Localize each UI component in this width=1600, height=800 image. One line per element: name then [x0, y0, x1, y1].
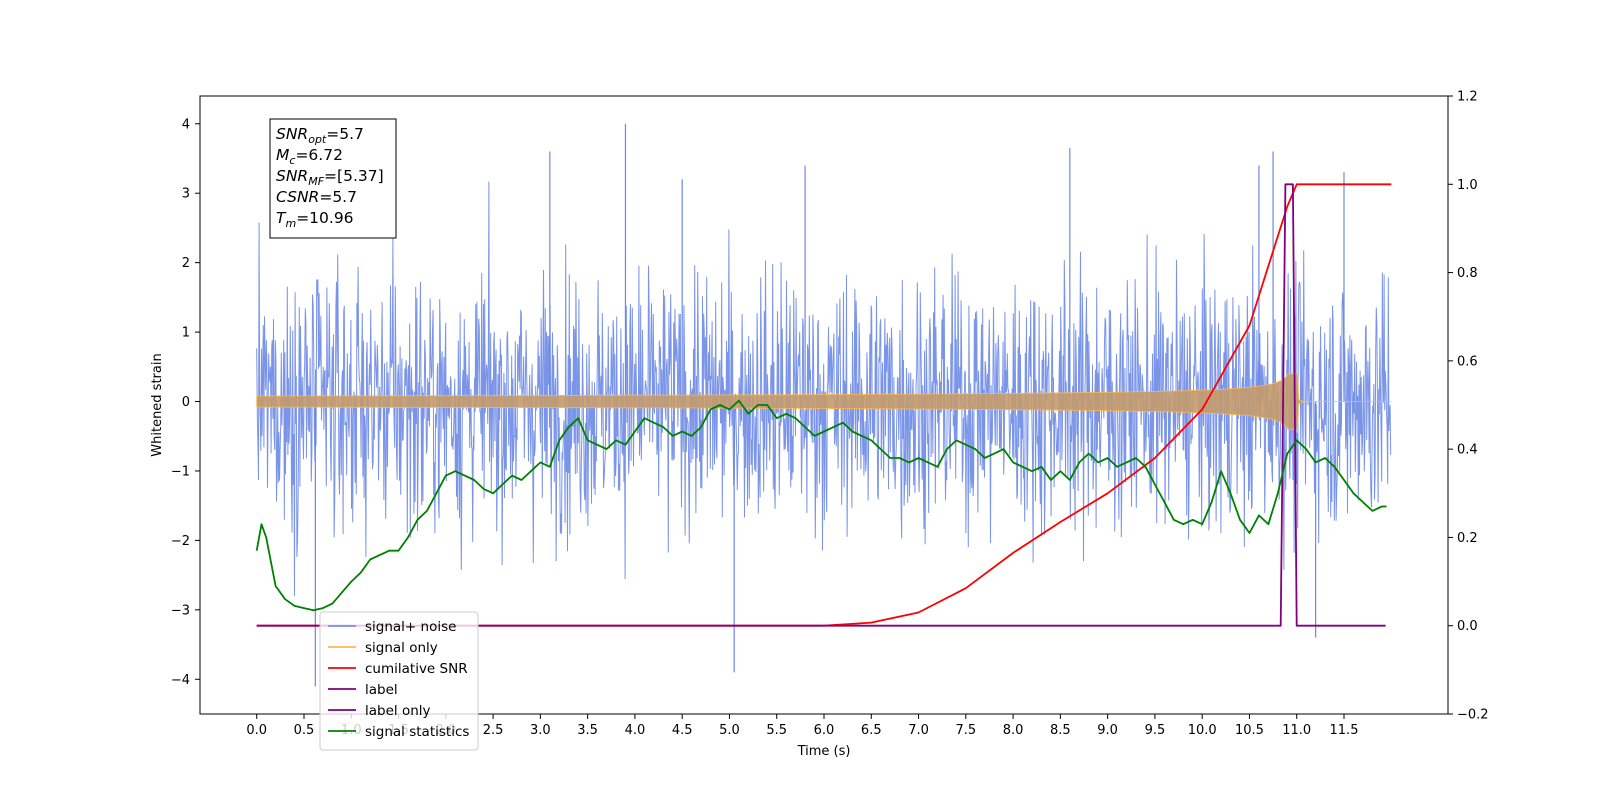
y-tick-label-right: 0.6	[1457, 354, 1478, 369]
y-tick-label: −1	[171, 464, 190, 479]
x-tick-label: 5.0	[719, 723, 740, 738]
signal-only-series	[256, 373, 1392, 430]
signal-noise-series	[256, 123, 1392, 687]
x-tick-label: 4.5	[672, 723, 693, 738]
x-tick-label: 10.0	[1188, 723, 1217, 738]
line-series	[255, 183, 1392, 627]
annotation-subscript: m	[285, 217, 296, 230]
y-tick-label: 4	[182, 117, 190, 132]
legend-label: cumilative SNR	[365, 661, 468, 677]
x-tick-label: 0.5	[294, 723, 315, 738]
label-line	[256, 183, 1386, 627]
x-tick-label: 3.0	[530, 723, 551, 738]
legend-label: signal only	[365, 640, 438, 656]
annotation-line: CSNR=5.7	[276, 188, 357, 206]
annotation-value: =5.7	[326, 125, 364, 143]
y-tick-label: −3	[171, 603, 190, 618]
right-y-axis: 1.2 1.0 0.8 0.6 0.4 0.2 0.0 −0.2	[1448, 90, 1489, 723]
annotation-subscript: MF	[308, 175, 324, 188]
annotation-subscript: c	[289, 154, 295, 167]
x-tick-label: 4.0	[625, 723, 646, 738]
x-tick-label: 11.0	[1282, 723, 1311, 738]
x-axis-label: Time (s)	[797, 744, 851, 759]
annotation-line: Tm=10.96	[276, 209, 354, 230]
annotation-subscript: opt	[308, 133, 327, 146]
y-tick-label-right: 0.0	[1457, 619, 1478, 634]
legend: signal+ noise signal only cumilative SNR la…	[319, 611, 479, 751]
annotation-value: =[5.37]	[324, 167, 384, 185]
legend-label: label only	[365, 703, 431, 719]
annotation-symbol: T	[276, 209, 287, 227]
signal-noise-line	[256, 181, 1392, 597]
left-y-axis: 4 3 2 1 0 −1 −2 −3 −4	[171, 117, 200, 688]
x-tick-label: 0.0	[246, 723, 267, 738]
x-tick-label: 8.0	[1003, 723, 1024, 738]
cumilative-snr-line	[256, 183, 1392, 627]
y-axis-label: Whitened strain	[150, 353, 165, 456]
annotation-line: SNRMF=[5.37]	[276, 167, 384, 188]
annotation-box	[269, 118, 397, 239]
annotation-symbol: SNR	[276, 125, 308, 143]
legend-label: signal+ noise	[365, 619, 456, 635]
x-tick-label: 10.5	[1235, 723, 1264, 738]
y-tick-label: −4	[171, 673, 190, 688]
x-tick-label: 3.5	[577, 723, 598, 738]
y-tick-label: 1	[182, 326, 190, 341]
y-tick-label: 0	[182, 395, 190, 410]
x-tick-label: 7.5	[955, 723, 976, 738]
x-tick-label: 8.5	[1050, 723, 1071, 738]
y-tick-label-right: −0.2	[1457, 708, 1489, 723]
x-tick-label: 2.5	[483, 723, 504, 738]
signal-only-band	[256, 373, 1392, 430]
y-tick-label-right: 0.8	[1457, 266, 1478, 281]
y-tick-label: 2	[182, 256, 190, 271]
annotation-line: SNRopt=5.7	[276, 125, 364, 146]
x-tick-label: 5.5	[766, 723, 787, 738]
y-tick-label: 3	[182, 187, 190, 202]
legend-box	[319, 611, 479, 751]
y-tick-label-right: 0.4	[1457, 443, 1478, 458]
x-tick-label: 6.5	[861, 723, 882, 738]
annotation-value: =5.7	[319, 188, 357, 206]
legend-label: label	[365, 682, 398, 698]
y-tick-label-right: 1.0	[1457, 178, 1478, 193]
annotation-value: =10.96	[296, 209, 353, 227]
x-tick-label: 7.0	[908, 723, 929, 738]
parameters-annotation: SNRopt=5.7Mc=6.72SNRMF=[5.37]CSNR=5.7Tm=…	[269, 118, 397, 239]
y-tick-label-right: 1.2	[1457, 90, 1478, 105]
x-tick-label: 9.0	[1097, 723, 1118, 738]
annotation-symbol: CSNR	[276, 188, 319, 206]
annotation-symbol: M	[276, 146, 289, 164]
annotation-value: =6.72	[295, 146, 343, 164]
annotation-line: Mc=6.72	[276, 146, 343, 167]
legend-label: signal statistics	[365, 724, 469, 740]
y-tick-label: −2	[171, 534, 190, 549]
x-tick-label: 6.0	[814, 723, 835, 738]
x-tick-label: 9.5	[1145, 723, 1166, 738]
x-tick-label: 11.5	[1330, 723, 1359, 738]
y-tick-label-right: 0.2	[1457, 531, 1478, 546]
signal-statistics-line	[255, 399, 1387, 612]
annotation-symbol: SNR	[276, 167, 308, 185]
